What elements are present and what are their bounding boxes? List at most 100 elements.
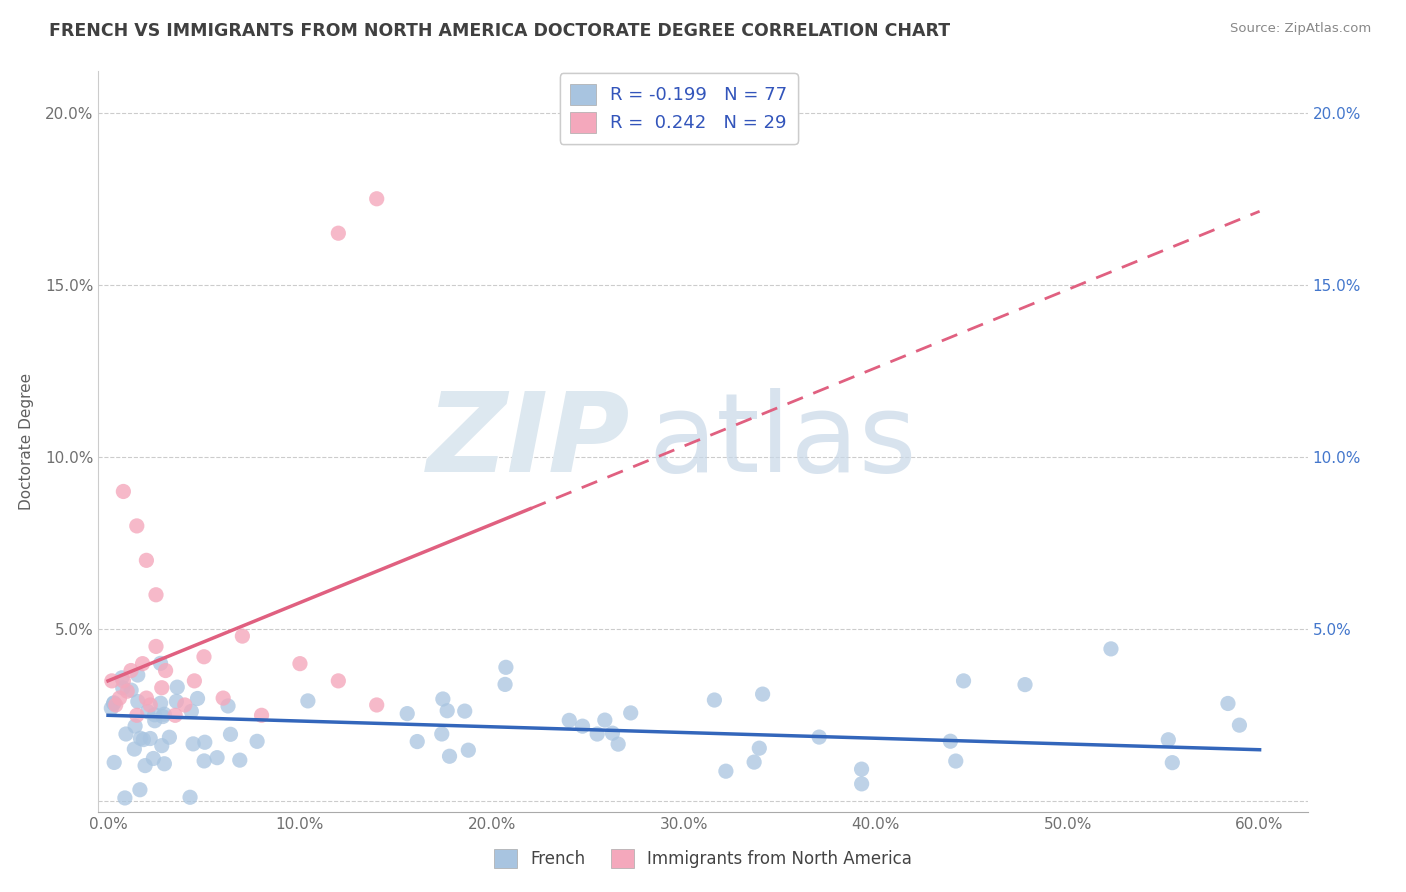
Point — [939, 734, 962, 748]
Point — [952, 673, 974, 688]
Point — [103, 756, 125, 770]
Point — [219, 727, 242, 741]
Point — [246, 734, 269, 748]
Point — [179, 790, 201, 805]
Point — [129, 731, 152, 746]
Point — [217, 698, 239, 713]
Point — [571, 719, 593, 733]
Point — [457, 743, 479, 757]
Point — [430, 727, 453, 741]
Point — [494, 677, 516, 691]
Point — [366, 698, 388, 712]
Point — [1014, 678, 1036, 692]
Point — [145, 588, 167, 602]
Point — [127, 694, 149, 708]
Point — [406, 734, 429, 748]
Point — [134, 758, 156, 772]
Point — [165, 708, 187, 723]
Point — [108, 691, 131, 706]
Point — [183, 673, 205, 688]
Legend: French, Immigrants from North America: French, Immigrants from North America — [486, 842, 920, 875]
Point — [149, 657, 172, 671]
Point — [1161, 756, 1184, 770]
Point — [142, 751, 165, 765]
Point — [436, 704, 458, 718]
Point — [558, 714, 581, 728]
Point — [157, 731, 180, 745]
Point — [328, 226, 350, 240]
Point — [620, 706, 643, 720]
Point — [139, 731, 162, 746]
Point — [150, 681, 173, 695]
Text: Source: ZipAtlas.com: Source: ZipAtlas.com — [1230, 22, 1371, 36]
Point — [1229, 718, 1251, 732]
Point — [132, 732, 155, 747]
Point — [129, 782, 152, 797]
Point — [751, 687, 773, 701]
Point — [104, 698, 127, 712]
Point — [288, 657, 311, 671]
Point — [250, 708, 273, 723]
Point — [101, 673, 124, 688]
Point — [396, 706, 419, 721]
Point — [193, 754, 215, 768]
Point — [124, 719, 146, 733]
Point — [495, 660, 517, 674]
Point — [366, 192, 388, 206]
Point — [703, 693, 725, 707]
Point — [100, 701, 122, 715]
Point — [180, 704, 202, 718]
Point — [748, 741, 770, 756]
Point — [125, 519, 148, 533]
Point — [193, 649, 215, 664]
Point — [229, 753, 252, 767]
Point — [125, 708, 148, 723]
Point — [607, 737, 630, 751]
Point — [103, 697, 125, 711]
Point — [602, 726, 624, 740]
Point — [851, 777, 873, 791]
Point — [115, 684, 138, 698]
Point — [143, 707, 166, 722]
Point — [120, 664, 142, 678]
Point — [945, 754, 967, 768]
Point — [586, 727, 609, 741]
Point — [149, 696, 172, 710]
Point — [328, 673, 350, 688]
Point — [1216, 697, 1239, 711]
Text: atlas: atlas — [648, 388, 917, 495]
Legend: R = -0.199   N = 77, R =  0.242   N = 29: R = -0.199 N = 77, R = 0.242 N = 29 — [560, 73, 799, 144]
Point — [432, 692, 454, 706]
Point — [1099, 641, 1122, 656]
Point — [205, 750, 228, 764]
Point — [742, 755, 765, 769]
Point — [150, 739, 173, 753]
Point — [145, 640, 167, 654]
Point — [1157, 732, 1180, 747]
Point — [135, 553, 157, 567]
Point — [139, 698, 162, 712]
Point — [454, 704, 477, 718]
Y-axis label: Doctorate Degree: Doctorate Degree — [20, 373, 34, 510]
Point — [131, 657, 153, 671]
Point — [120, 683, 142, 698]
Point — [111, 671, 134, 685]
Point — [153, 707, 176, 722]
Point — [593, 713, 616, 727]
Point — [135, 691, 157, 706]
Text: FRENCH VS IMMIGRANTS FROM NORTH AMERICA DOCTORATE DEGREE CORRELATION CHART: FRENCH VS IMMIGRANTS FROM NORTH AMERICA … — [49, 22, 950, 40]
Point — [152, 709, 174, 723]
Point — [194, 735, 217, 749]
Point — [212, 691, 235, 706]
Point — [714, 764, 737, 779]
Point — [112, 673, 135, 688]
Point — [111, 681, 134, 695]
Point — [153, 756, 176, 771]
Point — [181, 737, 204, 751]
Point — [166, 680, 188, 694]
Point — [127, 668, 149, 682]
Point — [136, 705, 159, 719]
Point — [124, 742, 146, 756]
Text: ZIP: ZIP — [427, 388, 630, 495]
Point — [173, 698, 195, 712]
